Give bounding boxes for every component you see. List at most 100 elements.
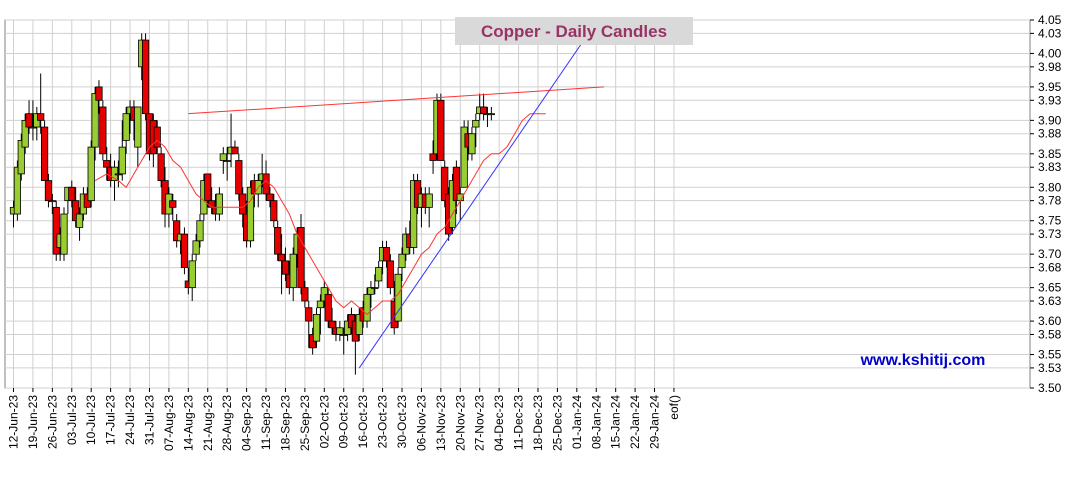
x-tick-label: 28-Aug-23 (220, 395, 234, 451)
x-tick-label: 25-Dec-23 (550, 395, 564, 451)
x-tick-label: 10-Jul-23 (84, 395, 98, 445)
y-tick-label: 3.60 (1038, 314, 1062, 328)
x-tick-label: 20-Nov-23 (453, 395, 467, 451)
x-tick-label: 21-Aug-23 (201, 395, 215, 451)
candle-down (231, 146, 239, 155)
x-tick-label: 29-Jan-24 (648, 395, 662, 449)
x-tick-label: 31-Jul-23 (142, 395, 156, 445)
x-tick-label: 03-Jul-23 (65, 395, 79, 445)
x-tick-label: 12-Jun-23 (7, 395, 21, 449)
candle-down (297, 227, 305, 289)
y-tick-label: 3.53 (1038, 361, 1062, 375)
candle-up (48, 200, 56, 203)
y-axis: 3.50 3.533.55 3.583.60 3.633.65 3.683.70 3.73… (1030, 13, 1062, 395)
y-tick-label: 3.98 (1038, 60, 1062, 74)
candle-down (270, 200, 278, 222)
candle-down (40, 126, 49, 181)
x-tick-label: 11-Sep-23 (259, 395, 273, 450)
candle-up (223, 160, 231, 162)
candle-up (114, 173, 122, 176)
candle-up (60, 213, 68, 255)
candle-up (122, 113, 130, 141)
y-tick-label: 3.90 (1038, 113, 1062, 127)
x-tick-label: 17-Jul-23 (104, 395, 118, 445)
x-tick-label: 11-Dec-23 (512, 395, 526, 450)
candle-down (452, 166, 460, 202)
x-tick-label: 04-Sep-23 (240, 395, 254, 451)
y-tick-label: 3.58 (1038, 327, 1062, 341)
y-tick-label: 3.50 (1038, 381, 1062, 395)
candle-down (173, 220, 181, 242)
x-tick-label: 13-Nov-23 (434, 395, 448, 451)
support-trendline (358, 33, 589, 369)
candle-down (52, 206, 60, 255)
candle-down (208, 200, 216, 208)
candle-down (437, 99, 445, 161)
x-tick-label: 18-Sep-23 (278, 395, 292, 451)
candle-down (25, 113, 33, 128)
candle-down (281, 260, 290, 275)
candle-up (460, 126, 468, 188)
candle-up (410, 180, 418, 248)
x-tick-label: 27-Nov-23 (473, 395, 487, 451)
candle-down (441, 166, 449, 202)
x-tick-label: 02-Oct-23 (317, 395, 331, 449)
candle-down (328, 320, 336, 329)
candle-down (37, 113, 45, 121)
candle-up (472, 119, 480, 128)
y-tick-label: 3.55 (1038, 348, 1062, 362)
candle-up (75, 213, 84, 228)
candle-down (103, 160, 111, 168)
candle-up (468, 133, 476, 155)
candle-down (157, 153, 165, 181)
x-axis: 12-Jun-23 19-Jun-23 26-Jun-23 03-Jul-23 10-J… (7, 388, 681, 451)
candle-up (355, 313, 363, 335)
candle-up (371, 287, 379, 290)
candle-up (219, 153, 227, 161)
candle-up (246, 186, 255, 242)
x-tick-label: 22-Jan-24 (628, 395, 642, 449)
candle-up (398, 253, 406, 268)
candle-down (169, 200, 177, 208)
candle-down (429, 153, 437, 161)
candle-up (316, 300, 325, 309)
indicator-lines (94, 33, 605, 369)
candle-down (180, 233, 189, 268)
moving-average-line (94, 113, 546, 316)
y-tick-label: 3.65 (1038, 281, 1062, 295)
candle-up (425, 193, 433, 208)
y-tick-label: 3.93 (1038, 93, 1062, 107)
x-tick-label: 24-Jul-23 (123, 395, 137, 445)
y-tick-label: 3.63 (1038, 294, 1062, 308)
x-tick-label: 14-Aug-23 (181, 395, 195, 451)
candle-down (44, 180, 53, 202)
x-tick-label: 07-Aug-23 (162, 395, 176, 451)
y-tick-label: 3.85 (1038, 147, 1062, 161)
x-tick-label: 04-Dec-23 (492, 395, 506, 451)
candle-down (266, 193, 274, 202)
candle-up (118, 146, 126, 175)
candle-up (312, 313, 321, 342)
x-tick-label: 30-Oct-23 (395, 395, 409, 449)
x-tick-label: 01-Jan-24 (570, 395, 584, 449)
candle-up (196, 220, 204, 242)
x-tick-label: 23-Oct-23 (376, 395, 390, 449)
candles (9, 33, 495, 375)
x-tick-label: 06-Nov-23 (414, 395, 428, 451)
candle-up (448, 180, 457, 228)
candle-down (382, 247, 391, 262)
candle-up (367, 287, 375, 295)
candle-down (324, 293, 332, 322)
candle-up (87, 146, 95, 202)
y-tick-label: 3.78 (1038, 194, 1062, 208)
candle-up (487, 113, 495, 116)
candle-up (289, 253, 297, 289)
y-tick-label: 3.73 (1038, 227, 1062, 241)
candle-up (363, 293, 371, 322)
candle-down (68, 186, 76, 202)
candle-down (274, 227, 282, 255)
watermark-url: www.kshitij.com (860, 352, 986, 369)
candle-down (277, 253, 286, 262)
candle-up (188, 260, 196, 289)
x-tick-label: 25-Sep-23 (298, 395, 312, 451)
